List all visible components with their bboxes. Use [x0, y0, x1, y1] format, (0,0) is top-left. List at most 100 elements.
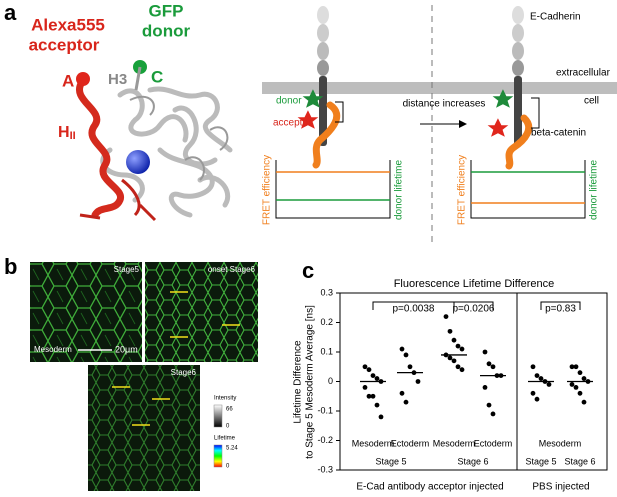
data-point: [577, 370, 583, 376]
data-point: [451, 358, 457, 364]
data-point: [530, 364, 536, 370]
data-point: [366, 393, 372, 399]
data-point: [415, 379, 421, 384]
stage-label: Stage 6: [564, 456, 595, 466]
y-tick-label: 0: [328, 376, 333, 386]
label: Intensity: [214, 396, 236, 402]
data-point: [403, 352, 409, 358]
label: beta-catenin: [531, 128, 586, 139]
label: Stage5: [114, 265, 140, 274]
data-point: [407, 364, 413, 370]
data-point: [573, 385, 579, 390]
data-point: [573, 364, 579, 370]
panel-label: c: [302, 258, 314, 283]
data-point: [486, 402, 492, 408]
y-tick-label: -0.2: [317, 435, 333, 445]
data-point: [486, 361, 492, 367]
data-point: [403, 399, 409, 405]
stage-label: Stage 6: [457, 456, 488, 466]
label: onset Stage6: [208, 265, 256, 274]
colorbar: [213, 444, 223, 468]
label: H: [58, 124, 70, 141]
label: 0: [226, 424, 230, 430]
data-point: [569, 382, 575, 387]
data-point: [366, 367, 372, 373]
data-point: [577, 390, 583, 396]
data-point: [569, 364, 575, 370]
micrograph: [145, 262, 258, 362]
data-point: [490, 411, 496, 417]
micrograph-shade: [88, 365, 200, 491]
data-point: [581, 399, 587, 405]
data-point: [455, 364, 461, 370]
data-point: [399, 390, 405, 396]
label: H3: [108, 71, 127, 88]
data-point: [459, 367, 465, 373]
label: 20μm: [115, 344, 138, 354]
label: donor lifetime: [394, 160, 405, 220]
stage-label: Stage 5: [375, 456, 406, 466]
data-point: [459, 346, 465, 352]
data-point: [399, 346, 405, 352]
diagram-box: [275, 160, 586, 219]
data-point: [581, 376, 587, 381]
data-point: [370, 393, 376, 399]
y-tick-label: 0.1: [320, 346, 333, 356]
panel-label: b: [4, 254, 17, 279]
x-tick-label: Ectoderm: [474, 438, 513, 448]
label: Stage6: [171, 368, 197, 377]
data-point: [447, 328, 453, 334]
label: A: [62, 71, 74, 90]
axis-title: Lifetime Difference: [293, 340, 304, 424]
label: Mesoderm: [34, 345, 72, 354]
p-value: p=0.0038: [393, 304, 435, 315]
label: E-Cadherin: [530, 12, 581, 23]
label: C: [151, 67, 163, 86]
data-point: [534, 373, 540, 378]
label: acceptor: [273, 118, 312, 129]
label: FRET efficiency: [457, 155, 468, 225]
data-point: [447, 355, 453, 361]
label: extracellular: [556, 68, 611, 79]
label: 0: [226, 464, 230, 470]
data-point: [443, 314, 449, 319]
label: FRET efficiency: [262, 155, 273, 225]
stage-label: Stage 5: [525, 456, 556, 466]
x-tick-label: Ectoderm: [391, 438, 430, 448]
x-tick-label: Mesoderm: [352, 438, 395, 448]
cadherin: [297, 6, 344, 169]
y-tick-label: 0.2: [320, 317, 333, 327]
data-point: [362, 364, 368, 370]
label: distance increases: [403, 99, 486, 110]
axis-title: to Stage 5 Mesoderm Average [ns]: [305, 305, 316, 459]
chart-title: Fluorescence Lifetime Difference: [394, 278, 555, 290]
data-point: [374, 402, 380, 408]
protein-structure: [76, 60, 233, 222]
colorbar: [213, 404, 223, 428]
significance-bracket: [453, 301, 494, 310]
p-value: p=0.83: [545, 304, 576, 315]
label: donor: [276, 96, 302, 107]
panel-label: a: [4, 0, 17, 25]
micrograph: [30, 262, 142, 362]
micrograph: [88, 365, 200, 491]
data-point: [370, 373, 376, 378]
group-label: PBS injected: [532, 482, 589, 493]
data-point: [482, 385, 488, 390]
y-tick-label: 0.3: [320, 287, 333, 297]
x-tick-label: Mesoderm: [539, 438, 582, 448]
label: Lifetime: [214, 436, 236, 442]
label: 5.24: [226, 446, 238, 452]
label: II: [70, 130, 76, 142]
label: donor lifetime: [589, 160, 600, 220]
data-point: [530, 390, 536, 396]
p-value: p=0.0206: [453, 304, 495, 315]
x-tick-label: Mesoderm: [433, 438, 476, 448]
label: donor: [142, 21, 191, 40]
label: cell: [584, 96, 599, 107]
data-point: [451, 337, 457, 343]
data-point: [482, 349, 488, 355]
data-point: [374, 376, 380, 381]
data-point: [534, 396, 540, 402]
label: Alexa555: [31, 15, 105, 34]
